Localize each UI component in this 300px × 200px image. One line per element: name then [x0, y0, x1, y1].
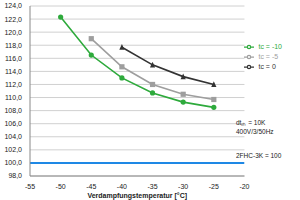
- svg-text:-50: -50: [56, 183, 66, 190]
- svg-text:-20: -20: [239, 183, 249, 190]
- svg-text:100,0: 100,0: [8, 159, 22, 166]
- svg-text:Verdampfungstemperatur [°C]: Verdampfungstemperatur [°C]: [87, 192, 187, 200]
- svg-text:104,0: 104,0: [8, 133, 22, 140]
- html-text:tc = -5: tc = -5: [258, 53, 279, 61]
- svg-text:114,0: 114,0: [8, 68, 22, 75]
- svg-text:112,0: 112,0: [8, 81, 22, 88]
- svg-text:-55: -55: [25, 183, 35, 190]
- svg-text:120,0: 120,0: [8, 29, 22, 36]
- svg-text:116,0: 116,0: [8, 55, 22, 62]
- svg-text:106,0: 106,0: [8, 120, 22, 127]
- html-text:400V/3/50Hz: 400V/3/50Hz: [236, 128, 274, 135]
- svg-text:122,0: 122,0: [8, 16, 22, 23]
- html-text:tc = -10: tc = -10: [258, 43, 282, 50]
- svg-text:110,0: 110,0: [8, 94, 22, 101]
- svg-text:118,0: 118,0: [8, 42, 22, 49]
- svg-text:102,0: 102,0: [8, 146, 22, 153]
- svg-text:-30: -30: [178, 183, 188, 190]
- svg-text:-35: -35: [147, 183, 157, 190]
- svg-text:-40: -40: [117, 183, 127, 190]
- svg-text:98,0: 98,0: [8, 172, 22, 179]
- html-text:tc = 0: tc = 0: [258, 63, 276, 71]
- svg-text:-45: -45: [86, 183, 96, 190]
- svg-text:108,0: 108,0: [8, 107, 22, 114]
- svg-text:-25: -25: [209, 183, 219, 190]
- html-text:dtₛₕ = 10K: dtₛₕ = 10K: [236, 119, 266, 126]
- html-text:2FHC-3K = 100: 2FHC-3K = 100: [236, 152, 282, 159]
- svg-text:124,0: 124,0: [8, 2, 22, 9]
